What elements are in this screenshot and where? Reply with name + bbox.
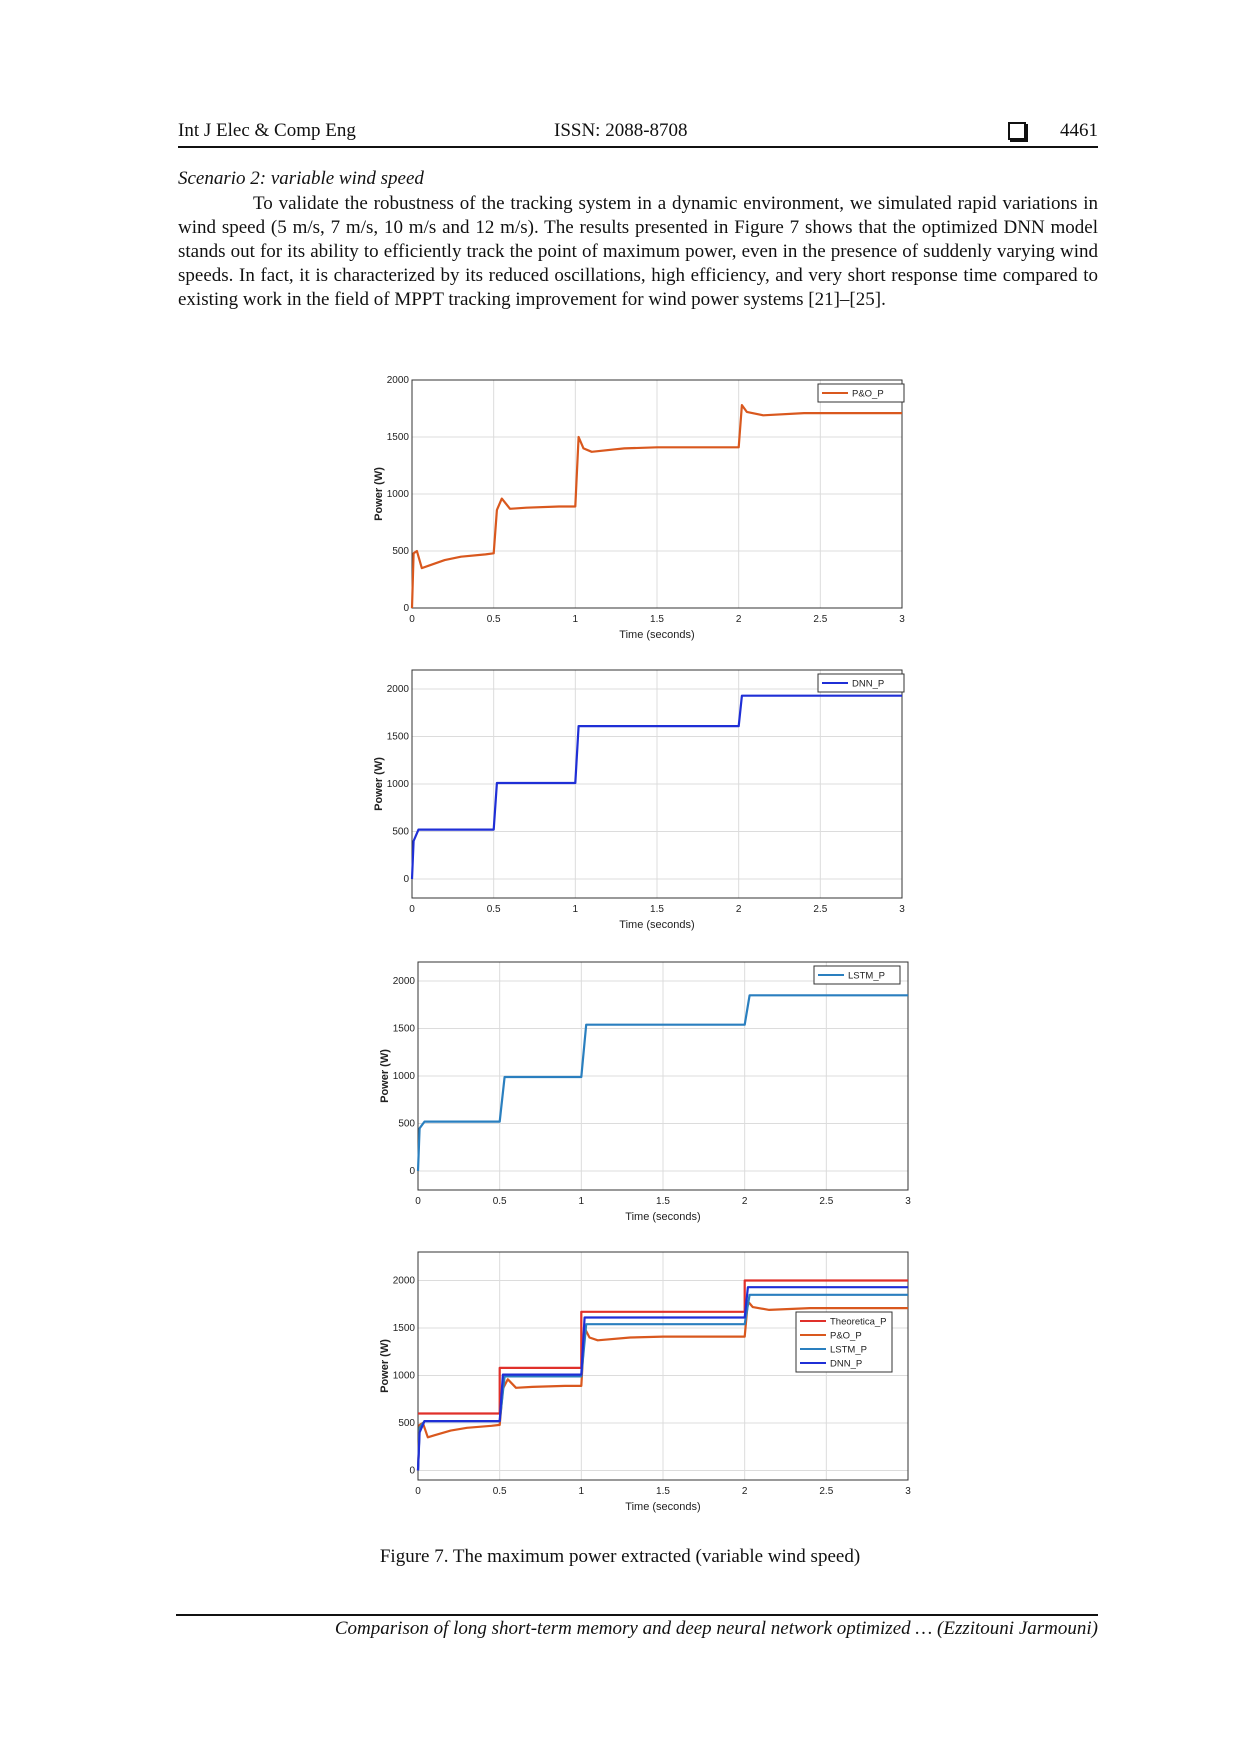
y-tick-label: 500 <box>398 1418 415 1429</box>
x-tick-label: 1 <box>573 904 579 915</box>
y-axis-label: Power (W) <box>373 757 385 811</box>
legend-label: P&O_P <box>830 1331 862 1342</box>
legend-label: DNN_P <box>852 679 884 690</box>
page-header: Int J Elec & Comp Eng ISSN: 2088-8708 44… <box>178 118 1098 148</box>
x-tick-label: 1 <box>579 1196 585 1207</box>
x-tick-label: 2 <box>742 1196 748 1207</box>
plot-frame <box>411 669 903 899</box>
x-axis-label: Time (seconds) <box>619 919 694 931</box>
x-axis-label: Time (seconds) <box>625 1211 700 1223</box>
y-tick-label: 500 <box>392 827 409 838</box>
y-tick-label: 0 <box>409 1166 415 1177</box>
x-tick-label: 1.5 <box>650 904 664 915</box>
x-tick-label: 0 <box>415 1486 421 1497</box>
x-tick-label: 3 <box>905 1486 911 1497</box>
legend-box <box>817 673 905 693</box>
series-line <box>416 994 908 1172</box>
x-tick-label: 2.5 <box>813 614 827 625</box>
y-tick-label: 500 <box>392 546 409 557</box>
chart-po: 0 0.5 1 1.5 2 2.5 3 0 500 1000 1500 2000 Time (secon… <box>373 375 905 641</box>
figure-caption: Figure 7. The maximum power extracted (v… <box>379 1546 861 1567</box>
running-title: Comparison of long short-term memory and… <box>334 1618 1098 1639</box>
legend-box <box>817 383 905 403</box>
page-number: 4461 <box>1060 120 1098 141</box>
x-tick-label: 1 <box>573 614 579 625</box>
legend-label: P&O_P <box>852 389 884 400</box>
legend-label: LSTM_P <box>830 1345 867 1356</box>
x-tick-label: 0.5 <box>487 614 501 625</box>
y-tick-label: 1500 <box>387 732 410 743</box>
x-tick-label: 0.5 <box>487 904 501 915</box>
issn: ISSN: 2088-8708 <box>554 120 688 141</box>
y-tick-label: 2000 <box>387 684 410 695</box>
x-tick-label: 3 <box>905 1196 911 1207</box>
series-line <box>416 1286 908 1471</box>
y-tick-label: 1000 <box>393 1371 416 1382</box>
x-tick-label: 2 <box>736 614 742 625</box>
footer-rule <box>176 1614 1098 1616</box>
plot-frame <box>417 1251 909 1481</box>
y-tick-label: 500 <box>398 1119 415 1130</box>
x-tick-label: 1 <box>579 1486 585 1497</box>
series-line <box>410 694 902 880</box>
y-tick-label: 0 <box>403 603 409 614</box>
y-tick-label: 2000 <box>387 375 410 386</box>
x-tick-label: 0.5 <box>493 1486 507 1497</box>
body-paragraph: To validate the robustness of the tracki… <box>178 193 1098 310</box>
x-tick-label: 0 <box>409 904 415 915</box>
legend-box <box>813 965 901 985</box>
x-tick-label: 2.5 <box>819 1486 833 1497</box>
x-tick-label: 0 <box>415 1196 421 1207</box>
y-tick-label: 1500 <box>393 1024 416 1035</box>
x-tick-label: 1.5 <box>650 614 664 625</box>
x-axis-label: Time (seconds) <box>619 629 694 641</box>
plot-frame <box>417 961 909 1191</box>
journal-name: Int J Elec & Comp Eng <box>178 120 356 141</box>
x-tick-label: 2 <box>736 904 742 915</box>
x-tick-label: 1.5 <box>656 1486 670 1497</box>
y-tick-label: 0 <box>403 874 409 885</box>
x-tick-label: 1.5 <box>656 1196 670 1207</box>
series-line <box>410 403 902 609</box>
y-tick-label: 2000 <box>393 1276 416 1287</box>
square-bullet-icon <box>1008 122 1026 140</box>
x-tick-label: 2.5 <box>813 904 827 915</box>
legend-label: Theoretica_P <box>830 1317 887 1328</box>
y-tick-label: 1500 <box>393 1323 416 1334</box>
legend-label: LSTM_P <box>848 971 885 982</box>
y-tick-label: 1000 <box>393 1071 416 1082</box>
x-tick-label: 3 <box>899 904 905 915</box>
scenario-title: Scenario 2: variable wind speed <box>178 168 424 189</box>
chart-dnn: 0 0.5 1 1.5 2 2.5 3 0 500 1000 1500 2000 Time (secon… <box>373 669 905 931</box>
y-tick-label: 2000 <box>393 976 416 987</box>
chart-lstm: 0 0.5 1 1.5 2 2.5 3 0 500 1000 1500 2000 Time (secon… <box>379 961 911 1223</box>
x-axis-label: Time (seconds) <box>625 1501 700 1513</box>
chart-comparison: 0 0.5 1 1.5 2 2.5 3 0 500 1000 1500 2000 Time (secon… <box>379 1251 911 1513</box>
y-axis-label: Power (W) <box>373 467 385 521</box>
y-tick-label: 1500 <box>387 432 410 443</box>
plot-frame <box>411 379 903 609</box>
x-tick-label: 0.5 <box>493 1196 507 1207</box>
x-tick-label: 0 <box>409 614 415 625</box>
x-tick-label: 3 <box>899 614 905 625</box>
x-tick-label: 2.5 <box>819 1196 833 1207</box>
y-tick-label: 1000 <box>387 489 410 500</box>
y-axis-label: Power (W) <box>379 1339 391 1393</box>
y-tick-label: 1000 <box>387 779 410 790</box>
x-tick-label: 2 <box>742 1486 748 1497</box>
y-axis-label: Power (W) <box>379 1049 391 1103</box>
y-tick-label: 0 <box>409 1466 415 1477</box>
legend-label: DNN_P <box>830 1359 862 1370</box>
